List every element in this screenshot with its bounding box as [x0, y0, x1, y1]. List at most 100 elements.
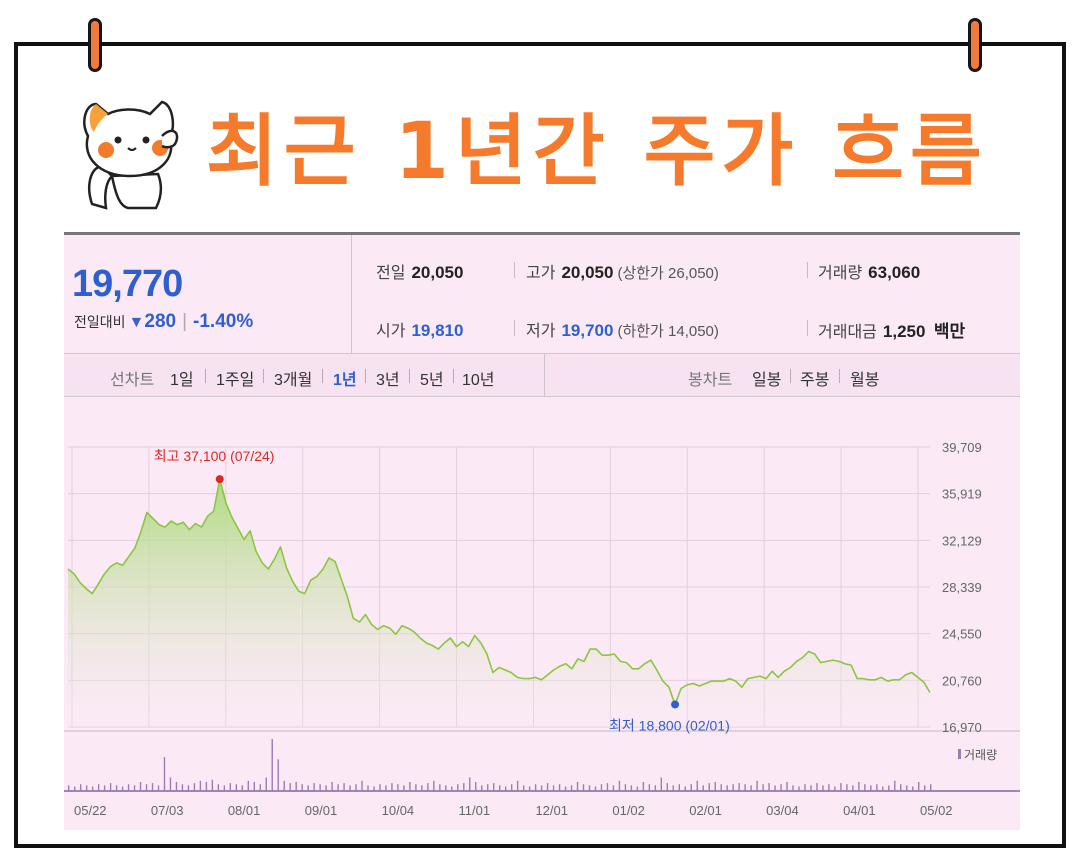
- divider: [514, 262, 515, 278]
- volume-bar: [463, 783, 465, 791]
- x-tick-label: 07/03: [151, 803, 184, 818]
- volume-bar: [133, 785, 136, 791]
- volume-bar: [475, 781, 477, 791]
- volume-bar: [858, 781, 860, 791]
- high-annotation: 최고 37,100 (07/24): [154, 448, 275, 464]
- x-tick-label: 05/22: [74, 803, 107, 818]
- x-tick-label: 03/04: [766, 803, 799, 818]
- volume-bar: [391, 783, 393, 791]
- price-area-fill: [68, 479, 930, 727]
- volume-bar: [295, 781, 297, 791]
- volume-bar: [301, 784, 303, 791]
- volume-bar: [385, 785, 387, 791]
- x-tick-label: 02/01: [689, 803, 722, 818]
- triangle-down-icon: ▼: [128, 314, 145, 331]
- y-tick-label: 20,760: [942, 673, 982, 688]
- volume-bar: [792, 785, 794, 791]
- volume-bar: [487, 784, 489, 791]
- volume-bar: [217, 784, 220, 791]
- volume-bar: [79, 784, 82, 791]
- volume-bar: [726, 785, 728, 791]
- volume-bar: [199, 780, 202, 791]
- volume-bar: [68, 785, 70, 791]
- x-tick-label: 10/04: [382, 803, 415, 818]
- volume-bar: [930, 784, 932, 791]
- x-tick-label: 01/02: [612, 803, 645, 818]
- volume-bar: [558, 784, 561, 791]
- volume-bar: [169, 777, 172, 791]
- volume-bar: [798, 786, 800, 791]
- chart-labels: 39,709 35,919 32,129 28,339 24,550 20,760 16,9…: [74, 440, 997, 818]
- volume-bar: [145, 784, 148, 791]
- volume-bar: [906, 785, 908, 791]
- cat-mascot-icon: [83, 100, 179, 210]
- tab-3y[interactable]: 3년: [376, 372, 400, 389]
- volume-bar: [283, 780, 285, 791]
- line-chart-label: 선차트: [110, 372, 155, 389]
- volume-bar: [810, 785, 812, 791]
- divider: [365, 369, 366, 383]
- pin-right-icon: [968, 18, 982, 72]
- volume-bar: [840, 783, 842, 791]
- tab-monthly[interactable]: 월봉: [850, 372, 880, 389]
- divider: [839, 369, 840, 383]
- volume-bar: [115, 785, 118, 791]
- volume-bar: [720, 784, 722, 791]
- change-label: 전일대비: [74, 314, 126, 330]
- volume-bar: [193, 783, 196, 791]
- volume-bar: [313, 783, 315, 791]
- stat-value: 19,700: [561, 321, 614, 340]
- volume-bar: [534, 784, 537, 791]
- volume-bar: [660, 777, 663, 791]
- tab-10y[interactable]: 10년: [462, 372, 495, 389]
- volume-bar: [379, 784, 381, 791]
- volume-bar: [451, 786, 453, 791]
- current-price: 19,770: [72, 263, 183, 305]
- price-chart: 39,709 35,919 32,129 28,339 24,550 20,760 16,9…: [64, 440, 1020, 818]
- tab-5y[interactable]: 5년: [420, 372, 444, 389]
- volume-bar: [852, 785, 854, 791]
- volume-bar: [499, 785, 501, 791]
- tab-1d[interactable]: 1일: [170, 372, 194, 389]
- volume-bar: [331, 781, 333, 791]
- tab-1w[interactable]: 1주일: [216, 372, 255, 389]
- stat-label: 시가: [376, 323, 406, 340]
- volume-bar: [834, 786, 836, 791]
- tab-1y[interactable]: 1년: [333, 372, 357, 389]
- volume-bar: [678, 784, 680, 791]
- price-area: [67, 478, 931, 727]
- volume-bar: [684, 786, 686, 791]
- candle-chart-label: 봉차트: [688, 372, 733, 389]
- volume-bar: [85, 785, 88, 791]
- stat-value: 1,250: [882, 322, 926, 341]
- volume-bar: [588, 785, 591, 791]
- volume-bar: [870, 785, 872, 791]
- volume-bar: [582, 784, 585, 791]
- volume-bar: [570, 785, 573, 791]
- tab-weekly[interactable]: 주봉: [800, 372, 830, 389]
- tab-daily[interactable]: 일봉: [752, 372, 782, 389]
- volume-bar: [876, 784, 878, 791]
- lower-limit: (하한가 14,050): [617, 323, 719, 340]
- volume-bar: [594, 786, 597, 791]
- volume-bars: [68, 739, 932, 791]
- volume-bar: [307, 785, 309, 791]
- volume-bar: [516, 780, 519, 791]
- volume-bar: [439, 784, 441, 791]
- headline-title: 최근 1년간 주가 흐름: [206, 107, 988, 197]
- volume-bar: [151, 783, 154, 791]
- volume-bar: [73, 786, 76, 791]
- stat-open: 시가 19,810: [376, 317, 463, 341]
- volume-bar: [894, 780, 896, 791]
- divider: [263, 369, 264, 383]
- volume-bar: [774, 785, 776, 791]
- volume-bar: [337, 784, 339, 791]
- volume-bar: [714, 781, 716, 791]
- volume-bar: [433, 780, 435, 791]
- volume-legend: 거래량: [964, 748, 997, 762]
- volume-bar: [822, 785, 824, 791]
- volume-bar: [654, 785, 657, 791]
- tab-3m[interactable]: 3개월: [274, 372, 313, 389]
- volume-bar: [576, 781, 579, 791]
- volume-bar: [397, 784, 399, 791]
